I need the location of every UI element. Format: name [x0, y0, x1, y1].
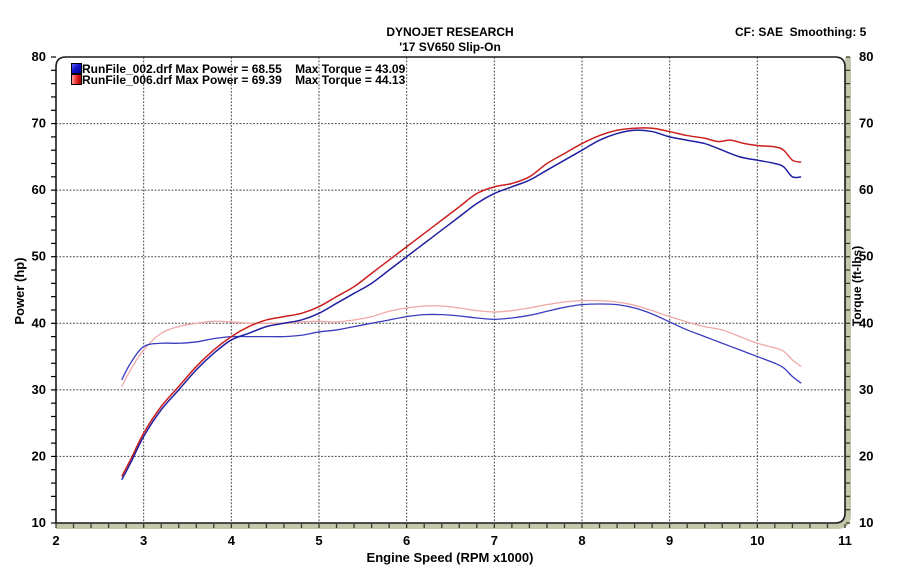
svg-text:40: 40	[859, 315, 873, 330]
svg-text:10: 10	[859, 515, 873, 530]
svg-text:60: 60	[859, 182, 873, 197]
svg-text:20: 20	[32, 448, 46, 463]
svg-text:3: 3	[140, 533, 147, 548]
svg-text:11: 11	[838, 533, 852, 548]
svg-text:40: 40	[32, 315, 46, 330]
svg-text:2: 2	[52, 533, 59, 548]
svg-text:10: 10	[32, 515, 46, 530]
svg-text:70: 70	[32, 116, 46, 131]
svg-text:30: 30	[859, 382, 873, 397]
svg-text:20: 20	[859, 448, 873, 463]
svg-text:70: 70	[859, 116, 873, 131]
svg-text:10: 10	[750, 533, 764, 548]
svg-text:7: 7	[491, 533, 498, 548]
svg-text:4: 4	[228, 533, 236, 548]
svg-text:80: 80	[859, 49, 873, 64]
svg-text:8: 8	[578, 533, 585, 548]
svg-text:80: 80	[32, 49, 46, 64]
svg-text:6: 6	[403, 533, 410, 548]
svg-text:50: 50	[32, 249, 46, 264]
svg-text:5: 5	[315, 533, 322, 548]
svg-text:60: 60	[32, 182, 46, 197]
svg-text:30: 30	[32, 382, 46, 397]
svg-text:50: 50	[859, 249, 873, 264]
svg-text:9: 9	[666, 533, 673, 548]
